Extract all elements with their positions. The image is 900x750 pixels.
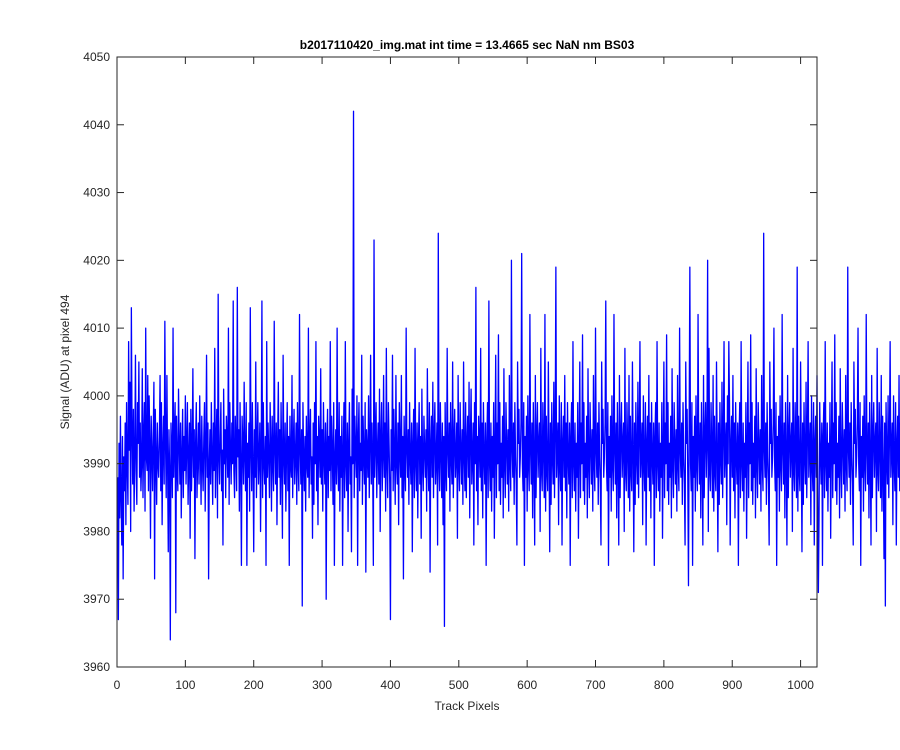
y-tick-label: 4030 xyxy=(83,186,110,200)
y-axis-label: Signal (ADU) at pixel 494 xyxy=(58,294,72,429)
y-tick-label: 4040 xyxy=(83,118,110,132)
y-tick-label: 3960 xyxy=(83,660,110,674)
x-tick-label: 300 xyxy=(312,678,332,692)
y-axis: 3960 3970 3980 3990 4000 4010 4020 4030 4040 4050 xyxy=(83,50,817,674)
chart-title: b2017110420_img.mat int time = 13.4665 s… xyxy=(300,38,635,52)
x-axis: 0 100 200 300 400 500 600 700 800 900 1000 xyxy=(114,57,814,692)
x-tick-label: 200 xyxy=(244,678,264,692)
y-tick-label: 4000 xyxy=(83,389,110,403)
series-group xyxy=(117,110,900,641)
y-tick-label: 3980 xyxy=(83,524,110,538)
y-tick-label: 4010 xyxy=(83,321,110,335)
y-tick-label: 4050 xyxy=(83,50,110,64)
y-tick-label: 3990 xyxy=(83,457,110,471)
series-line-0 xyxy=(117,110,900,641)
x-tick-label: 600 xyxy=(517,678,537,692)
x-tick-label: 400 xyxy=(380,678,400,692)
x-tick-label: 0 xyxy=(114,678,121,692)
x-tick-label: 900 xyxy=(722,678,742,692)
y-tick-label: 4020 xyxy=(83,253,110,267)
y-tick-label: 3970 xyxy=(83,592,110,606)
x-tick-label: 800 xyxy=(654,678,674,692)
x-axis-label: Track Pixels xyxy=(435,699,500,713)
x-tick-label: 1000 xyxy=(787,678,814,692)
plot-area xyxy=(117,57,817,667)
x-tick-label: 700 xyxy=(586,678,606,692)
x-tick-label: 500 xyxy=(449,678,469,692)
x-tick-label: 100 xyxy=(175,678,195,692)
axes-box xyxy=(116,56,818,668)
